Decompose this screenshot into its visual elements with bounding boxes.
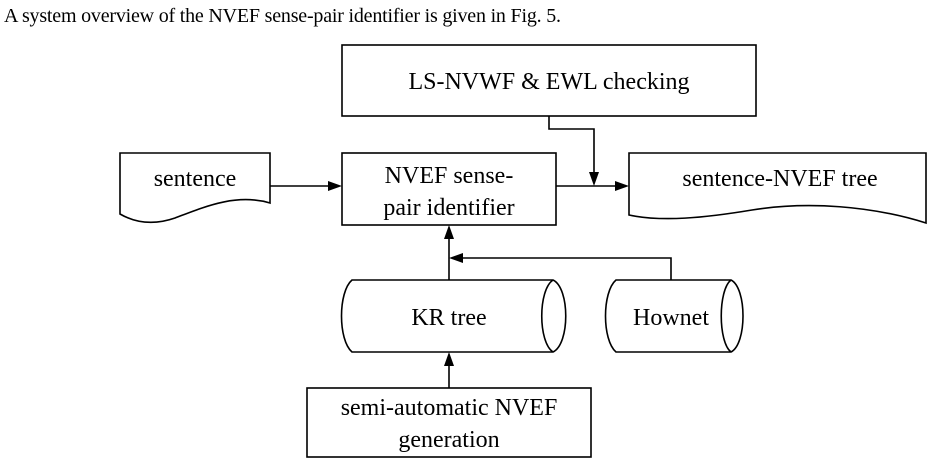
arrow-checking-to-output <box>548 116 599 186</box>
kr-tree-node: KR tree <box>340 279 567 353</box>
generation-node: semi-automatic NVEF generation <box>306 387 592 458</box>
sentence-node: sentence <box>119 152 271 224</box>
arrow-identifier-to-output <box>556 181 629 191</box>
output-node: sentence-NVEF tree <box>628 152 927 225</box>
identifier-node-label-line2: pair identifier <box>383 195 514 221</box>
hownet-node-label: Hownet <box>633 305 709 331</box>
generation-node-label-line2: generation <box>398 427 499 453</box>
arrow-sentence-to-identifier <box>270 181 342 191</box>
generation-node-label-line1: semi-automatic NVEF <box>341 395 558 421</box>
checking-node-label: LS-NVWF & EWL checking <box>408 69 689 95</box>
output-node-label: sentence-NVEF tree <box>682 166 877 192</box>
arrow-hownet-to-identifier <box>449 253 672 280</box>
kr-tree-node-label: KR tree <box>411 305 486 331</box>
identifier-node: NVEF sense- pair identifier <box>341 152 557 226</box>
figure-caption: A system overview of the NVEF sense-pair… <box>4 5 561 27</box>
checking-node: LS-NVWF & EWL checking <box>341 44 757 117</box>
arrow-generation-to-kr-tree <box>444 352 454 388</box>
identifier-node-label-line1: NVEF sense- <box>385 163 514 189</box>
arrow-kr-tree-to-identifier <box>444 225 454 280</box>
sentence-node-label: sentence <box>154 166 237 192</box>
hownet-node: Hownet <box>604 279 744 353</box>
